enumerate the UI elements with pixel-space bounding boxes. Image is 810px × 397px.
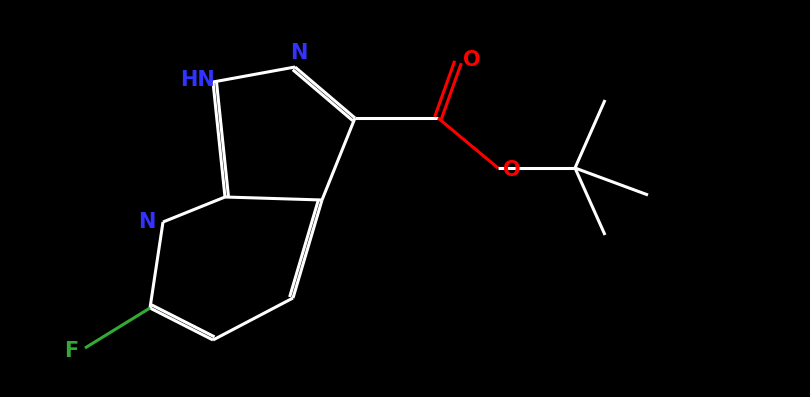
Text: HN: HN	[180, 70, 215, 90]
Text: O: O	[463, 50, 481, 70]
Text: N: N	[139, 212, 156, 232]
Text: N: N	[290, 43, 308, 63]
Text: O: O	[503, 160, 521, 180]
Text: F: F	[64, 341, 78, 361]
